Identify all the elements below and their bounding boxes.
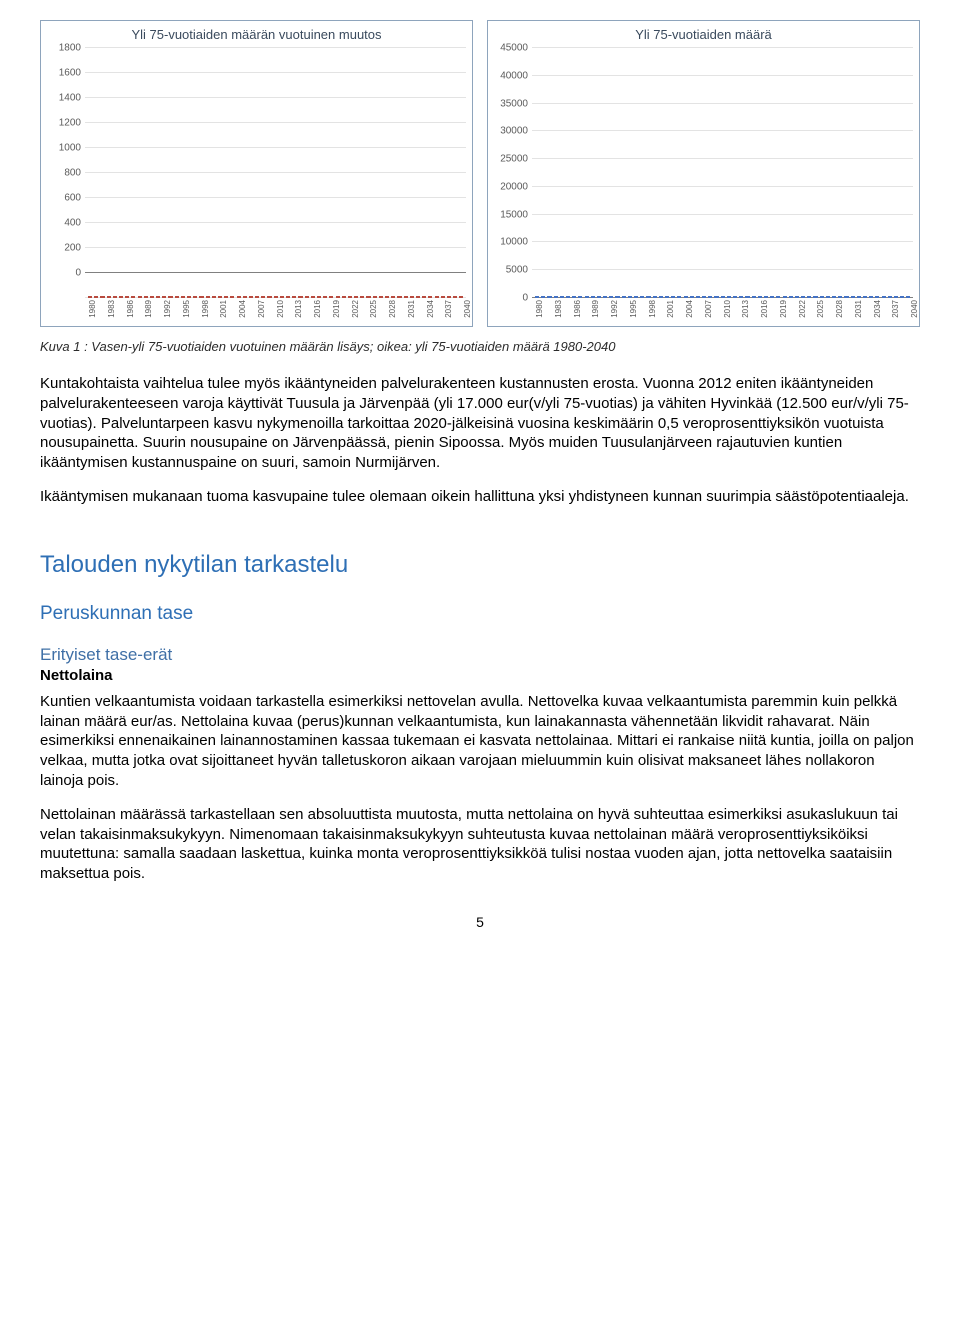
heading-talouden: Talouden nykytilan tarkastelu <box>40 551 920 579</box>
body-text-2: Kuntien velkaantumista voidaan tarkastel… <box>40 692 920 884</box>
chart-right-title: Yli 75-vuotiaiden määrä <box>488 21 919 44</box>
figure-caption: Kuva 1 : Vasen-yli 75-vuotiaiden vuotuin… <box>40 339 920 354</box>
chart-left: Yli 75-vuotiaiden määrän vuotuinen muuto… <box>40 20 473 327</box>
chart-left-plot: 020040060080010001200140016001800 <box>85 48 466 298</box>
chart-left-title: Yli 75-vuotiaiden määrän vuotuinen muuto… <box>41 21 472 44</box>
paragraph-3: Kuntien velkaantumista voidaan tarkastel… <box>40 692 920 791</box>
body-text: Kuntakohtaista vaihtelua tulee myös ikää… <box>40 374 920 507</box>
charts-row: Yli 75-vuotiaiden määrän vuotuinen muuto… <box>40 20 920 327</box>
paragraph-4: Nettolainan määrässä tarkastellaan sen a… <box>40 805 920 884</box>
label-nettolaina: Nettolaina <box>40 667 920 684</box>
heading-peruskunnan: Peruskunnan tase <box>40 603 920 625</box>
chart-left-xlabels: 1980198319861989199219951998200120042007… <box>85 300 466 322</box>
chart-right: Yli 75-vuotiaiden määrä 0500010000150002… <box>487 20 920 327</box>
paragraph-1: Kuntakohtaista vaihtelua tulee myös ikää… <box>40 374 920 473</box>
document-page: Yli 75-vuotiaiden määrän vuotuinen muuto… <box>0 0 960 960</box>
page-number: 5 <box>40 914 920 930</box>
paragraph-2: Ikääntymisen mukanaan tuoma kasvupaine t… <box>40 487 920 507</box>
chart-right-plot: 0500010000150002000025000300003500040000… <box>532 48 913 298</box>
chart-right-xlabels: 1980198319861989199219951998200120042007… <box>532 300 913 322</box>
heading-erityiset: Erityiset tase-erät <box>40 645 920 665</box>
